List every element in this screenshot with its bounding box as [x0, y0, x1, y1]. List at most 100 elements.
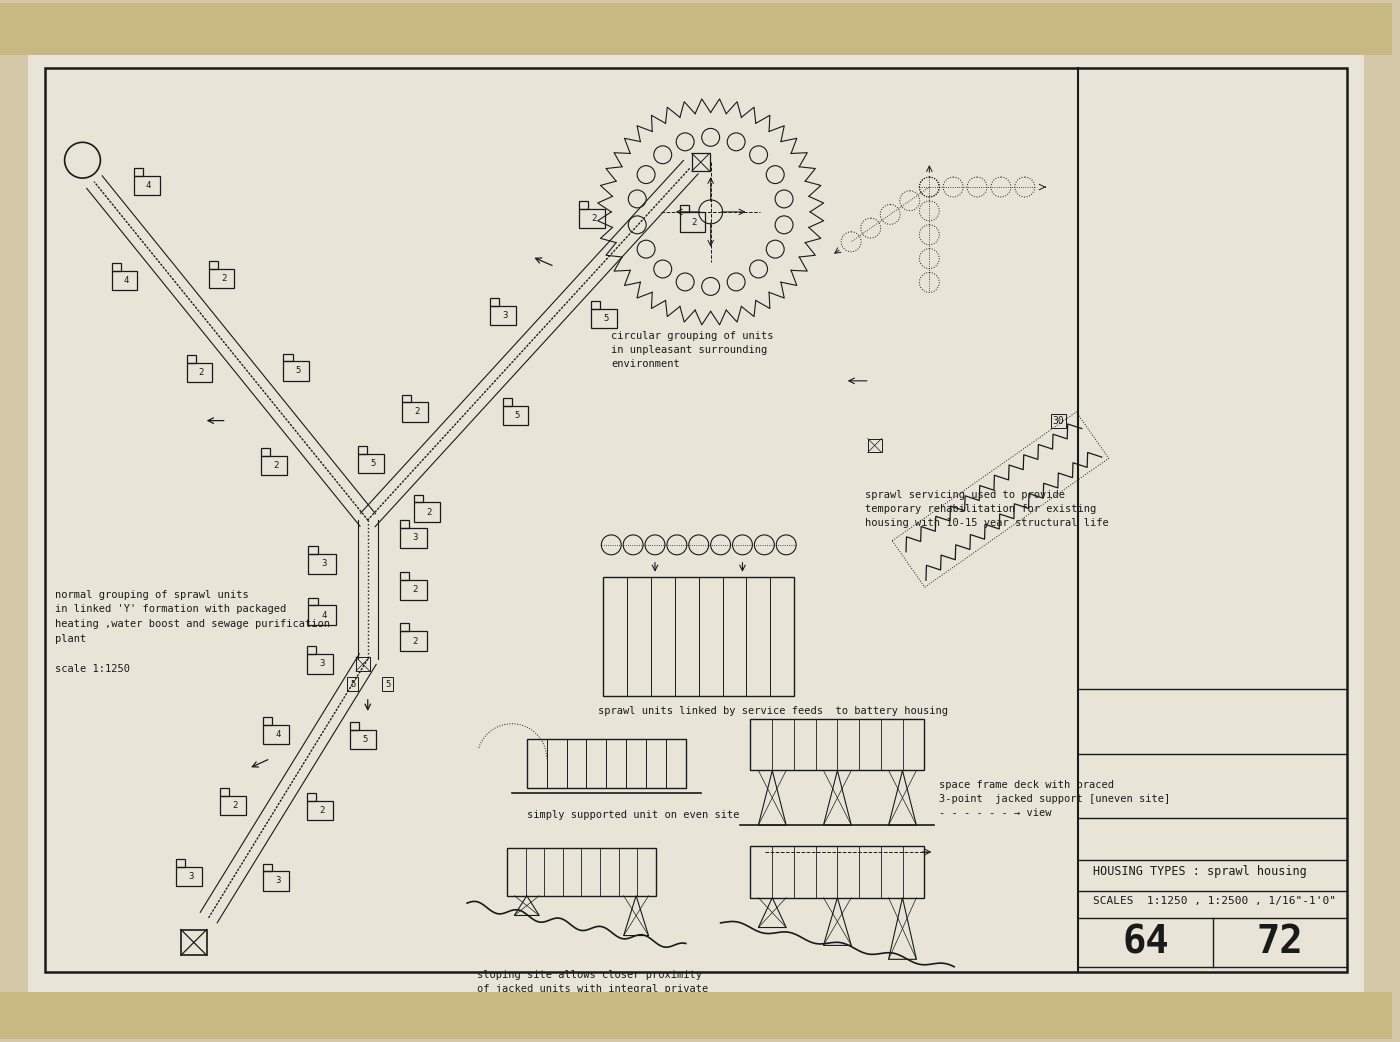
Text: sprawl units linked by service feeds  to battery housing: sprawl units linked by service feeds to …	[598, 705, 948, 716]
Text: SCALES  1:1250 , 1:2500 , 1/16"-1'0": SCALES 1:1250 , 1:2500 , 1/16"-1'0"	[1093, 896, 1337, 905]
Bar	[402, 395, 410, 402]
Text: 5: 5	[363, 735, 368, 744]
Bar	[591, 301, 601, 309]
Text: circular grouping of units
in unpleasant surrounding
environment: circular grouping of units in unpleasant…	[612, 331, 774, 369]
Bar	[399, 528, 427, 548]
Bar	[399, 520, 409, 528]
Bar	[679, 213, 706, 231]
Text: 5: 5	[295, 367, 301, 375]
Text: 4: 4	[123, 276, 129, 284]
Bar	[263, 864, 272, 871]
Text: 2: 2	[199, 368, 204, 377]
Bar	[356, 658, 370, 671]
Text: 3: 3	[319, 660, 325, 668]
Bar	[220, 796, 245, 815]
Bar	[399, 631, 427, 651]
Text: 3: 3	[503, 311, 508, 320]
Bar	[868, 439, 882, 452]
Text: 4: 4	[276, 730, 281, 739]
Bar	[0, 992, 1392, 1039]
Bar	[262, 448, 270, 455]
Bar	[399, 572, 409, 579]
Bar	[186, 363, 213, 382]
Text: 2: 2	[221, 274, 227, 282]
Bar	[176, 859, 185, 867]
Text: sprawl servicing used to provide
temporary rehabilitation for existing
housing w: sprawl servicing used to provide tempora…	[865, 490, 1109, 528]
Text: 5: 5	[385, 679, 391, 689]
Bar	[263, 725, 290, 744]
Bar	[112, 271, 137, 290]
Text: 3: 3	[276, 876, 281, 886]
Bar	[283, 353, 293, 362]
Bar	[503, 398, 511, 405]
Bar	[679, 204, 689, 213]
Text: 2: 2	[414, 407, 420, 417]
Text: simply supported unit on even site: simply supported unit on even site	[526, 811, 739, 820]
Text: HOUSING TYPES : sprawl housing: HOUSING TYPES : sprawl housing	[1093, 865, 1308, 878]
Text: 2: 2	[591, 215, 596, 223]
Text: 3: 3	[413, 534, 419, 543]
Text: 72: 72	[1256, 923, 1303, 962]
Bar	[399, 623, 409, 631]
Bar	[414, 502, 440, 522]
Text: 5: 5	[350, 679, 356, 689]
Text: 2: 2	[426, 507, 431, 517]
Bar	[750, 719, 924, 770]
Bar	[307, 654, 333, 673]
Bar	[262, 455, 287, 475]
Bar	[0, 3, 1392, 55]
Bar	[750, 846, 924, 898]
Bar	[402, 402, 427, 422]
Bar	[414, 495, 423, 502]
Bar	[220, 788, 228, 796]
Text: 4: 4	[146, 181, 151, 191]
Bar	[181, 929, 207, 956]
Text: 2: 2	[692, 218, 697, 226]
Bar	[308, 546, 318, 553]
Bar	[209, 269, 234, 288]
Text: 3: 3	[189, 872, 193, 880]
Bar	[307, 793, 316, 800]
Bar	[307, 800, 333, 820]
Bar	[308, 597, 318, 605]
Bar	[308, 553, 336, 574]
Bar	[263, 871, 288, 891]
Bar	[308, 605, 336, 625]
Text: normal grouping of sprawl units
in linked 'Y' formation with packaged
heating ,w: normal grouping of sprawl units in linke…	[55, 590, 329, 673]
Text: 5: 5	[603, 315, 609, 323]
Bar	[490, 305, 517, 325]
Text: 2: 2	[319, 805, 325, 815]
Bar	[578, 201, 588, 209]
Bar	[186, 355, 196, 363]
Text: 4: 4	[322, 611, 326, 620]
Bar	[591, 309, 617, 328]
Text: 30: 30	[1053, 416, 1064, 425]
Bar	[307, 646, 316, 654]
Bar	[358, 446, 367, 454]
Text: space frame deck with braced
3-point  jacked support [uneven site]
- - - - - - →: space frame deck with braced 3-point jac…	[939, 780, 1170, 818]
Text: 64: 64	[1123, 923, 1169, 962]
Text: 2: 2	[413, 637, 419, 646]
Bar	[399, 579, 427, 599]
Bar	[112, 263, 120, 271]
Text: 2: 2	[232, 801, 238, 810]
Bar	[490, 298, 500, 305]
Bar	[263, 717, 273, 725]
Text: 5: 5	[515, 411, 521, 420]
Bar	[358, 454, 384, 473]
Bar	[507, 848, 657, 896]
Bar	[283, 362, 309, 380]
Text: 2: 2	[273, 461, 279, 470]
Bar	[603, 576, 794, 696]
Bar	[350, 729, 377, 749]
Bar	[350, 722, 360, 729]
Bar	[526, 739, 686, 789]
Bar	[692, 153, 710, 171]
Text: sloping site allows closer proximity
of jacked units with integral private
open : sloping site allows closer proximity of …	[477, 970, 708, 1009]
Bar	[578, 209, 605, 228]
Bar	[134, 169, 143, 176]
Text: 5: 5	[371, 460, 377, 468]
Bar	[176, 867, 202, 886]
Bar	[209, 260, 217, 269]
Bar	[503, 405, 528, 425]
